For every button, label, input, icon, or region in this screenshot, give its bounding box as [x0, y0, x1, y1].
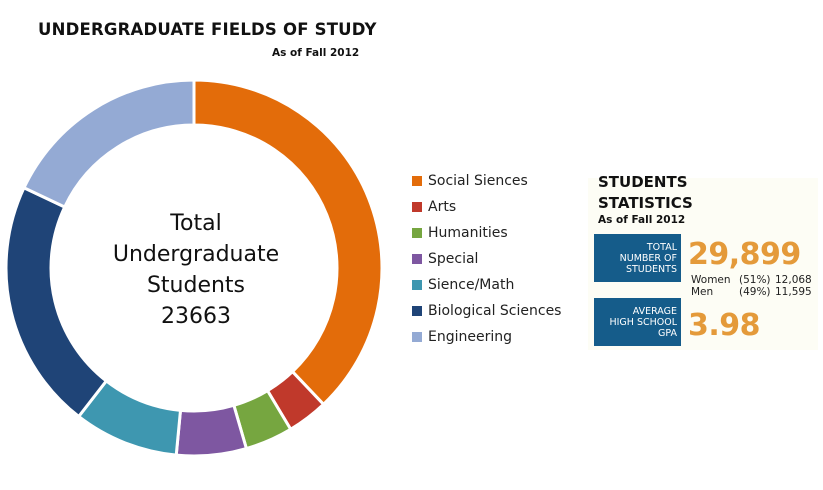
total-label-line-1: TOTAL	[646, 241, 677, 253]
total-label-line-3: STUDENTS	[625, 263, 677, 275]
legend-swatch	[412, 228, 422, 238]
legend-swatch	[412, 176, 422, 186]
legend-swatch	[412, 202, 422, 212]
legend-swatch	[412, 280, 422, 290]
stats-title: STUDENTS STATISTICS	[598, 172, 693, 214]
men-label: Men	[691, 286, 714, 298]
gpa-label-line-2: HIGH SCHOOL	[609, 316, 677, 328]
women-count: 12,068	[775, 274, 812, 286]
center-total-value: 23663	[161, 304, 231, 329]
legend-label: Sience/Math	[428, 277, 515, 293]
men-stat-row: Men (49%) 11,595	[691, 286, 812, 298]
legend-label: Humanities	[428, 225, 508, 241]
center-line-1: Total	[170, 211, 222, 236]
total-students-value: 29,899	[688, 237, 801, 272]
legend-item-biological-sciences: Biological Sciences	[412, 298, 561, 324]
men-count: 11,595	[775, 286, 812, 298]
legend-label: Special	[428, 251, 479, 267]
slice-engineering	[21, 78, 196, 209]
legend: Social Siences Arts Humanities Special S…	[412, 168, 561, 350]
legend-item-arts: Arts	[412, 194, 561, 220]
gpa-label-line-1: AVERAGE	[632, 305, 677, 317]
women-stat-row: Women (51%) 12,068	[691, 274, 812, 286]
gpa-value: 3.98	[688, 308, 761, 343]
legend-item-special: Special	[412, 246, 561, 272]
legend-label: Biological Sciences	[428, 303, 562, 319]
chart-title: UNDERGRADUATE FIELDS OF STUDY	[38, 20, 377, 39]
gpa-label-line-3: GPA	[658, 327, 677, 339]
center-line-3: Students	[146, 273, 246, 298]
legend-item-engineering: Engineering	[412, 324, 561, 350]
slice-biological-sciences	[4, 185, 109, 419]
women-percent: (51%)	[739, 274, 771, 286]
legend-label: Social Siences	[428, 173, 528, 189]
stats-title-line-1: STUDENTS	[598, 173, 688, 191]
men-percent: (49%)	[739, 286, 771, 298]
legend-swatch	[412, 306, 422, 316]
legend-swatch	[412, 254, 422, 264]
center-line-2: Undergraduate	[112, 242, 280, 267]
slice-special	[174, 403, 249, 458]
legend-item-humanities: Humanities	[412, 220, 561, 246]
women-label: Women	[691, 274, 731, 286]
donut-chart	[4, 78, 384, 458]
stats-subtitle: As of Fall 2012	[598, 214, 686, 226]
legend-item-science-math: Sience/Math	[412, 272, 561, 298]
stats-title-line-2: STATISTICS	[598, 194, 693, 212]
donut-center-label: Total Undergraduate Students 23663	[96, 208, 296, 332]
gpa-label-box: AVERAGE HIGH SCHOOL GPA	[594, 298, 681, 346]
legend-swatch	[412, 332, 422, 342]
legend-item-social-sciences: Social Siences	[412, 168, 561, 194]
total-students-label-box: TOTAL NUMBER OF STUDENTS	[594, 234, 681, 282]
legend-label: Engineering	[428, 329, 512, 345]
legend-label: Arts	[428, 199, 457, 215]
chart-subtitle: As of Fall 2012	[272, 47, 360, 59]
slice-social-sciences	[192, 78, 384, 407]
total-label-line-2: NUMBER OF	[619, 252, 677, 264]
